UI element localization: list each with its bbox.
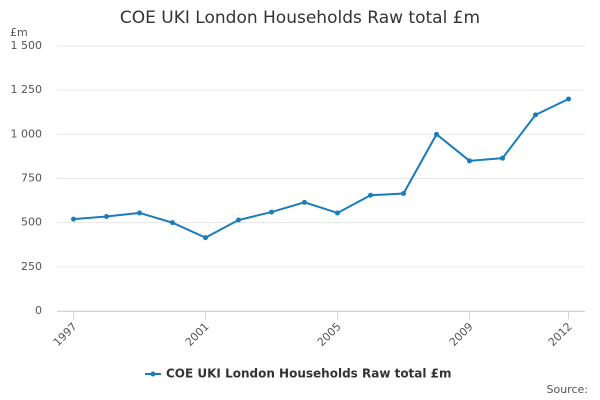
chart-title: COE UKI London Households Raw total £m xyxy=(120,8,480,28)
source: Source: xyxy=(547,383,589,396)
point xyxy=(401,191,406,197)
point xyxy=(500,155,505,161)
legend-symbol xyxy=(150,371,156,377)
point xyxy=(368,192,373,198)
x-tick-label: 2012 xyxy=(546,320,575,349)
point xyxy=(434,131,439,137)
point xyxy=(533,112,538,118)
line xyxy=(73,98,569,239)
legend-label: COE UKI London Households Raw total £m xyxy=(166,367,452,381)
y-tick-label: 1 500 xyxy=(11,39,43,52)
point xyxy=(71,216,76,222)
x-tick-label: 1997 xyxy=(51,320,80,349)
x-tick-label: 2005 xyxy=(315,320,344,349)
point xyxy=(203,235,208,241)
point xyxy=(269,209,274,215)
point xyxy=(467,158,472,164)
y-tick-label: 250 xyxy=(21,260,42,273)
y-tick-label: 1 250 xyxy=(11,83,43,96)
y-tick-label: 0 xyxy=(35,304,42,317)
x-tick-label: 2001 xyxy=(183,320,212,349)
y-tick-label: 750 xyxy=(21,172,42,185)
y-axis-label: £m xyxy=(10,26,28,39)
point xyxy=(170,220,175,226)
y-tick-label: 1 000 xyxy=(11,127,43,140)
point xyxy=(335,210,340,216)
point xyxy=(104,213,109,219)
point xyxy=(302,199,307,205)
point xyxy=(566,96,571,102)
x-tick-label: 2009 xyxy=(447,320,476,349)
point xyxy=(137,210,142,216)
point xyxy=(236,217,241,223)
y-tick-label: 500 xyxy=(21,216,42,229)
